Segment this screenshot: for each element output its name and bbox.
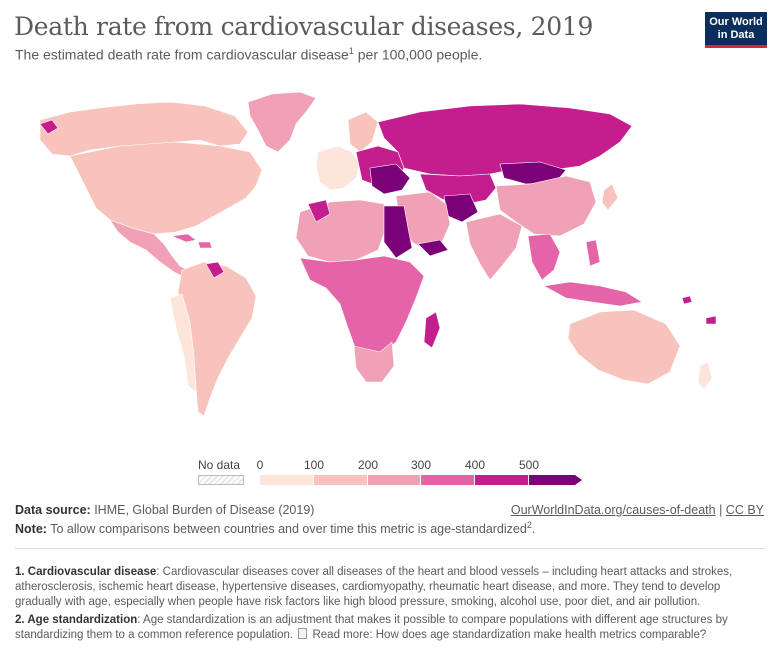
legend-tick-100: 100 xyxy=(303,458,325,472)
data-source-label: Data source: xyxy=(15,503,91,517)
legend-tick-500: 500 xyxy=(518,458,540,472)
legend-tick-200: 200 xyxy=(357,458,379,472)
subtitle-text-end: per 100,000 people. xyxy=(353,46,483,63)
subtitle-text: The estimated death rate from cardiovasc… xyxy=(15,46,349,63)
footnote-2-label: 2. Age standardization xyxy=(15,614,138,626)
read-more-link[interactable]: Read more: How does age standardization … xyxy=(309,629,707,641)
subtitle-footnote-ref[interactable]: 1 xyxy=(348,46,354,56)
note-end: . xyxy=(531,522,536,537)
region-philippines[interactable] xyxy=(585,239,601,267)
region-southeast-asia[interactable] xyxy=(527,233,561,281)
region-morocco[interactable] xyxy=(307,199,331,223)
region-sub-saharan-africa[interactable] xyxy=(299,255,425,363)
note-text: To allow comparisons between countries a… xyxy=(46,522,527,537)
owid-logo[interactable]: Our World in Data xyxy=(705,12,767,48)
legend-tick-300: 300 xyxy=(410,458,432,472)
region-yemen[interactable] xyxy=(417,239,449,257)
region-russia[interactable] xyxy=(377,103,633,177)
region-egypt-sudan[interactable] xyxy=(383,205,413,259)
region-japan[interactable] xyxy=(601,183,619,211)
footnote-cardiovascular: 1. Cardiovascular disease: Cardiovascula… xyxy=(15,565,765,610)
legend-bin-200-300[interactable] xyxy=(368,475,421,485)
chart-title: Death rate from cardiovascular diseases,… xyxy=(14,12,594,41)
region-indonesia[interactable] xyxy=(543,281,643,307)
region-australia[interactable] xyxy=(567,309,681,385)
legend-open-end-arrow xyxy=(575,475,582,485)
note-label: Note: xyxy=(15,522,47,537)
footnote-age-standardization: 2. Age standardization: Age standardizat… xyxy=(15,613,765,643)
data-source: Data source: IHME, Global Burden of Dise… xyxy=(15,503,314,517)
region-new-zealand[interactable] xyxy=(697,361,713,391)
region-south-america-light[interactable] xyxy=(169,293,197,393)
data-source-text: IHME, Global Burden of Disease (2019) xyxy=(90,503,315,517)
footer-divider xyxy=(15,548,765,549)
link-separator: | xyxy=(715,503,726,517)
legend-bin-100-200[interactable] xyxy=(314,475,368,485)
logo-line1: Our World xyxy=(709,16,763,28)
world-map[interactable] xyxy=(0,66,780,456)
legend-bin-400-500[interactable] xyxy=(475,475,529,485)
license-link[interactable]: CC BY xyxy=(725,503,764,517)
region-alaska-tip[interactable] xyxy=(39,119,59,135)
legend-bin-500-plus[interactable] xyxy=(529,475,575,485)
region-western-europe[interactable] xyxy=(315,145,361,191)
region-north-america[interactable] xyxy=(69,141,263,235)
legend-tick-0: 0 xyxy=(256,458,264,472)
footnote-1-label: 1. Cardiovascular disease xyxy=(15,566,157,578)
region-south-asia[interactable] xyxy=(465,213,523,281)
region-oceania-islands[interactable] xyxy=(681,295,717,325)
region-scandinavia[interactable] xyxy=(347,111,379,153)
legend-bin-300-400[interactable] xyxy=(421,475,475,485)
owid-page-link[interactable]: OurWorldInData.org/causes-of-death xyxy=(510,503,716,517)
region-southern-africa[interactable] xyxy=(353,341,395,383)
region-north-africa[interactable] xyxy=(295,199,387,263)
source-links: OurWorldInData.org/causes-of-death | CC … xyxy=(511,503,764,517)
document-icon xyxy=(298,628,308,639)
note-footnote-ref[interactable]: 2 xyxy=(526,520,532,530)
legend-no-data-label: No data xyxy=(198,458,241,472)
region-greenland[interactable] xyxy=(247,91,317,153)
legend-bin-0-100[interactable] xyxy=(260,475,314,485)
chart-note: Note: To allow comparisons between count… xyxy=(15,520,535,536)
legend-no-data-swatch[interactable] xyxy=(198,475,244,485)
chart-subtitle: The estimated death rate from cardiovasc… xyxy=(15,46,482,63)
footnote-1-text: : Cardiovascular diseases cover all dise… xyxy=(15,566,733,608)
legend-tick-400: 400 xyxy=(464,458,486,472)
logo-line2: in Data xyxy=(717,29,755,41)
region-caribbean[interactable] xyxy=(171,233,213,249)
region-balkans[interactable] xyxy=(369,163,411,195)
region-east-asia[interactable] xyxy=(495,175,597,237)
footnote-2-text: : Age standardization is an adjustment t… xyxy=(15,614,728,641)
region-guyana[interactable] xyxy=(205,261,225,279)
region-madagascar[interactable] xyxy=(423,311,441,349)
